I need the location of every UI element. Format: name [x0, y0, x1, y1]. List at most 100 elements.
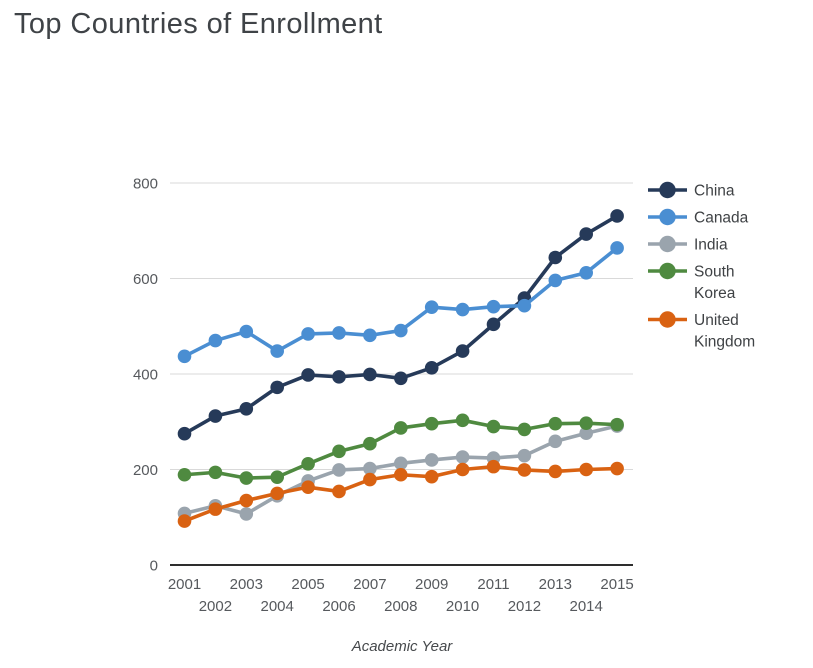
south-korea-point-2009[interactable] [424, 416, 439, 431]
united-kingdom-point-2001[interactable] [177, 514, 192, 528]
china-point-2009[interactable] [424, 360, 439, 375]
legend-item-south-korea[interactable]: South Korea [648, 262, 736, 302]
x-axis-title: Academic Year [351, 638, 454, 655]
south-korea-point-2011[interactable] [486, 419, 501, 434]
legend-item-china[interactable]: China [648, 181, 735, 200]
canada-point-2010[interactable] [455, 302, 470, 317]
china-point-2003[interactable] [239, 402, 254, 416]
china-point-2006[interactable] [332, 370, 346, 384]
south-korea-point-2015[interactable] [610, 417, 624, 432]
canada-point-2006[interactable] [332, 326, 346, 340]
legend-label-china: China [694, 183, 735, 200]
south-korea-point-2007[interactable] [363, 436, 377, 451]
x-tick-label-2007: 2007 [353, 576, 386, 593]
south-korea-point-2008[interactable] [394, 421, 408, 435]
x-tick-label-2011: 2011 [477, 576, 509, 593]
china-point-2011[interactable] [486, 317, 501, 332]
canada-point-2002[interactable] [208, 333, 223, 348]
series-united-kingdom [177, 459, 624, 528]
india-point-2010[interactable] [455, 450, 470, 464]
canada-point-2003[interactable] [239, 324, 254, 339]
page-title: Top Countries of Enrollment [14, 8, 383, 40]
x-tick-label-2001: 2001 [168, 576, 201, 593]
south-korea-point-2010[interactable] [455, 413, 470, 428]
united-kingdom-point-2008[interactable] [394, 467, 408, 482]
canada-point-2004[interactable] [270, 344, 285, 358]
legend-marker-icon-canada [648, 208, 687, 226]
canada-point-2015[interactable] [610, 241, 624, 255]
china-point-2007[interactable] [363, 367, 377, 382]
legend-item-india[interactable]: India [648, 235, 728, 254]
india-point-2007[interactable] [363, 461, 377, 476]
legend-label-south-korea-2: Korea [694, 285, 736, 302]
india-point-2013[interactable] [548, 434, 563, 449]
legend-item-united-kingdom[interactable]: United Kingdom [648, 311, 755, 351]
south-korea-point-2002[interactable] [208, 465, 223, 480]
united-kingdom-point-2010[interactable] [455, 462, 470, 477]
x-tick-label-2014: 2014 [570, 598, 603, 615]
canada-point-2007[interactable] [363, 328, 377, 343]
y-tick-label-400: 400 [133, 367, 158, 384]
canada-point-2005[interactable] [301, 327, 315, 341]
south-korea-point-2013[interactable] [548, 416, 563, 431]
x-tick-label-2003: 2003 [230, 576, 263, 593]
united-kingdom-point-2006[interactable] [332, 484, 346, 499]
united-kingdom-point-2005[interactable] [301, 480, 315, 494]
china-point-2005[interactable] [301, 368, 315, 382]
india-point-2012[interactable] [517, 448, 532, 463]
legend-marker-icon-india [648, 235, 687, 253]
united-kingdom-point-2007[interactable] [363, 472, 377, 487]
china-point-2004[interactable] [270, 380, 285, 395]
canada-point-2009[interactable] [424, 300, 439, 314]
y-tick-label-800: 800 [133, 176, 158, 193]
united-kingdom-point-2013[interactable] [548, 464, 563, 479]
united-kingdom-point-2014[interactable] [579, 462, 593, 477]
india-point-2014[interactable] [579, 426, 593, 441]
canada-point-2011[interactable] [486, 299, 501, 314]
y-tick-label-0: 0 [150, 558, 158, 575]
legend-label-united-kingdom-2: Kingdom [694, 334, 755, 351]
canada-point-2012[interactable] [517, 298, 532, 313]
south-korea-point-2006[interactable] [332, 444, 346, 459]
united-kingdom-point-2012[interactable] [517, 463, 532, 477]
canada-point-2014[interactable] [579, 265, 593, 280]
china-point-2014[interactable] [579, 227, 593, 241]
china-point-2001[interactable] [177, 426, 192, 441]
china-point-2013[interactable] [548, 250, 563, 265]
united-kingdom-point-2002[interactable] [208, 502, 223, 516]
south-korea-point-2001[interactable] [177, 467, 192, 482]
united-kingdom-point-2004[interactable] [270, 486, 285, 501]
south-korea-point-2004[interactable] [270, 470, 285, 484]
south-korea-point-2014[interactable] [579, 416, 593, 430]
x-tick-label-2010: 2010 [446, 598, 479, 615]
united-kingdom-point-2009[interactable] [424, 469, 439, 484]
legend-item-canada[interactable]: Canada [648, 208, 749, 227]
x-tick-label-2012: 2012 [508, 598, 541, 615]
south-korea-point-2003[interactable] [239, 471, 254, 485]
china-point-2008[interactable] [394, 371, 408, 386]
legend: China Canada India South Korea United Kingdom [648, 181, 755, 351]
legend-label-united-kingdom: United [694, 312, 739, 329]
china-point-2010[interactable] [455, 344, 470, 358]
legend-marker-icon-south-korea [648, 262, 687, 280]
canada-point-2013[interactable] [548, 273, 563, 288]
south-korea-point-2005[interactable] [301, 456, 315, 471]
china-point-2015[interactable] [610, 209, 624, 223]
y-tick-label-600: 600 [133, 271, 158, 288]
canada-point-2008[interactable] [394, 323, 408, 338]
united-kingdom-point-2015[interactable] [610, 461, 624, 476]
china-point-2002[interactable] [208, 409, 223, 423]
axis-layer: 0 200 400 600 800 2001 2002 2003 2004 2005 2006 200… [133, 176, 634, 616]
india-point-2003[interactable] [239, 507, 254, 521]
india-point-2009[interactable] [424, 453, 439, 467]
india-point-2008[interactable] [394, 456, 408, 471]
south-korea-point-2012[interactable] [517, 422, 532, 437]
canada-point-2001[interactable] [177, 349, 192, 364]
united-kingdom-point-2003[interactable] [239, 493, 254, 508]
series-south-korea [177, 413, 624, 485]
series-china [177, 209, 624, 441]
united-kingdom-point-2011[interactable] [486, 459, 501, 474]
india-point-2006[interactable] [332, 463, 346, 477]
y-tick-label-200: 200 [133, 462, 158, 479]
